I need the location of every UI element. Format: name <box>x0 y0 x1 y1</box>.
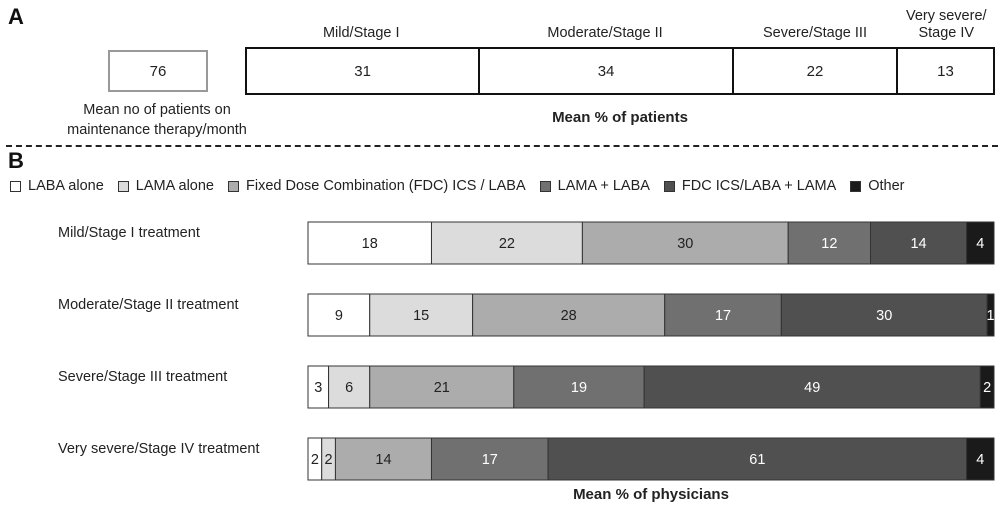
legend-label: LABA alone <box>28 178 104 194</box>
data-label: 6 <box>345 380 353 396</box>
data-label: 4 <box>976 452 984 468</box>
bar-segment <box>307 293 371 337</box>
patients-per-month-box: 76 <box>108 50 208 92</box>
legend-swatch <box>663 180 675 192</box>
legend-item: FDC ICS/LABA + LAMA <box>663 178 837 194</box>
bar-segment <box>472 293 666 337</box>
stage-value-cell: 31 <box>354 62 371 80</box>
bar-segment <box>664 293 782 337</box>
stage-header: Very severe/Stage IV <box>898 4 996 44</box>
data-label: 30 <box>677 236 693 252</box>
category-label: Mild/Stage I treatment <box>58 225 200 241</box>
data-label: 21 <box>434 380 450 396</box>
bar-segment <box>369 365 515 409</box>
legend: LABA alone LAMA alone Fixed Dose Combinati… <box>10 178 905 194</box>
panel-b-axis-title: Mean % of physicians <box>573 486 729 503</box>
data-label: 17 <box>482 452 498 468</box>
patients-per-month-label: Mean no of patients on maintenance thera… <box>40 100 274 140</box>
legend-swatch <box>117 180 129 192</box>
stage-header: Moderate/Stage II <box>478 4 733 44</box>
data-label: 22 <box>499 236 515 252</box>
bar-segment <box>328 365 371 409</box>
category-label: Severe/Stage III treatment <box>58 369 227 385</box>
legend-swatch <box>539 180 551 192</box>
bar-segment <box>581 221 789 265</box>
patients-label-line-1: Mean no of patients on <box>83 102 231 118</box>
bar-segment <box>369 293 474 337</box>
panel-b-label: B <box>8 148 24 173</box>
data-label: 3 <box>314 380 322 396</box>
legend-label: LAMA + LABA <box>557 178 650 194</box>
bar-segment <box>334 437 432 481</box>
legend-swatch <box>10 180 21 192</box>
data-label: 1 <box>987 308 995 324</box>
legend-item: Fixed Dose Combination (FDC) ICS / LABA <box>228 178 526 194</box>
stage-header-line: Severe/Stage III <box>763 25 867 41</box>
data-label: 49 <box>804 380 820 396</box>
patients-label-line-2: maintenance therapy/month <box>67 122 247 138</box>
data-label: 2 <box>311 452 319 468</box>
data-label: 18 <box>362 236 378 252</box>
stage-header-line: Moderate/Stage II <box>547 25 663 41</box>
data-label: 15 <box>413 308 429 324</box>
legend-label: Fixed Dose Combination (FDC) ICS / LABA <box>246 178 526 194</box>
bar-segment <box>787 221 872 265</box>
stage-header: Mild/Stage I <box>245 4 478 44</box>
bar-segment <box>870 221 968 265</box>
stage-header-line: Very severe/ <box>905 8 987 24</box>
stage-header: Severe/Stage III <box>733 4 898 44</box>
data-label: 2 <box>983 380 991 396</box>
category-label: Moderate/Stage II treatment <box>58 297 239 313</box>
legend-swatch <box>850 180 862 192</box>
data-label: 12 <box>821 236 837 252</box>
legend-item: LAMA + LABA <box>539 178 650 194</box>
data-label: 9 <box>335 308 343 324</box>
bar-segment <box>430 221 583 265</box>
legend-label: FDC ICS/LABA + LAMA <box>681 178 837 194</box>
stage-value-cell: 34 <box>478 49 732 93</box>
legend-label: LAMA alone <box>135 178 214 194</box>
patients-per-month-value: 76 <box>149 62 167 80</box>
legend-label: Other <box>868 178 905 194</box>
legend-swatch <box>228 180 239 192</box>
bar-segment <box>547 437 968 481</box>
bar-segment <box>307 221 432 265</box>
bar-segment <box>966 221 995 265</box>
category-label: Very severe/Stage IV treatment <box>58 441 260 457</box>
stage-distribution-bar: 31 34 22 13 <box>245 47 995 95</box>
data-label: 4 <box>976 236 984 252</box>
bar-segment <box>430 437 549 481</box>
stage-header-line: Stage IV <box>918 25 975 41</box>
stage-header-line: Mild/Stage I <box>322 25 400 41</box>
data-label: 61 <box>749 452 765 468</box>
data-label: 2 <box>325 452 333 468</box>
data-label: 14 <box>375 452 391 468</box>
panel-a-label: A <box>8 4 24 29</box>
legend-item: LAMA alone <box>117 178 214 194</box>
panel-divider <box>6 145 998 147</box>
bar-segment <box>643 365 981 409</box>
data-label: 14 <box>910 236 926 252</box>
legend-item: LABA alone <box>10 178 104 194</box>
data-label: 19 <box>571 380 587 396</box>
bar-segment <box>986 293 995 337</box>
stage-value-cell: 13 <box>896 49 993 93</box>
bar-segment <box>780 293 988 337</box>
panel-a-axis-title: Mean % of patients <box>552 109 688 126</box>
legend-item: Other <box>850 178 905 194</box>
bar-segment <box>979 365 995 409</box>
data-label: 17 <box>715 308 731 324</box>
stage-value-cell: 22 <box>731 49 896 93</box>
data-label: 30 <box>876 308 892 324</box>
bar-segment <box>966 437 995 481</box>
data-label: 28 <box>561 308 577 324</box>
